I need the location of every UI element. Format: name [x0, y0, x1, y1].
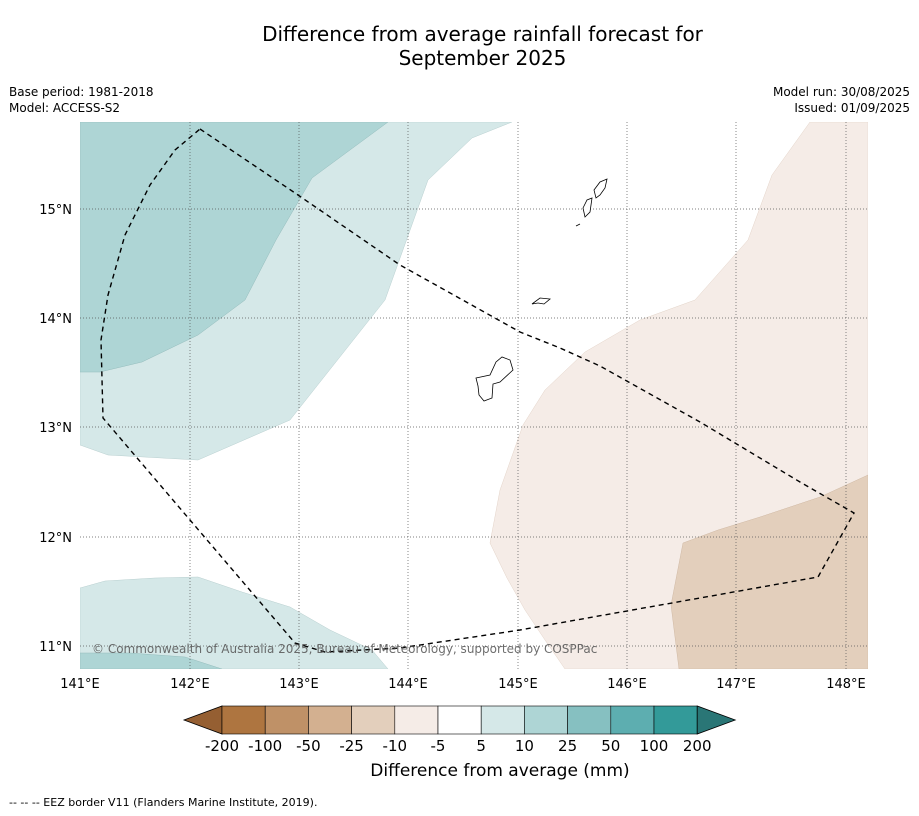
colorbar-tick-label: 5 [476, 737, 486, 755]
axis-labels: 141°E 142°E 143°E 144°E 145°E 146°E 147°… [39, 203, 866, 692]
lat-label: 14°N [39, 312, 72, 327]
islands [475, 178, 608, 402]
colorbar-cell [308, 705, 352, 735]
colorbar-cell [394, 705, 439, 735]
colorbar-extend-high [696, 705, 737, 735]
colorbar-tick-label: -200 [205, 737, 239, 755]
title-line-2: September 2025 [398, 46, 567, 70]
lat-label: 11°N [39, 640, 72, 655]
lon-label: 144°E [388, 677, 428, 692]
rain-region-10-25-north [80, 122, 389, 373]
metadata-right: Model run: 30/08/2025 Issued: 01/09/2025 [773, 84, 910, 116]
lon-label: 145°E [498, 677, 538, 692]
colorbar-cell [437, 705, 482, 735]
gridlines [80, 122, 868, 669]
colorbar-tick-label: -5 [431, 737, 446, 755]
colorbar-cell [480, 705, 525, 735]
colorbar-tick-label: 200 [683, 737, 712, 755]
rain-region-10-25-south [80, 652, 223, 669]
title-line-1: Difference from average rainfall forecas… [262, 22, 703, 46]
colorbar-cell [567, 705, 612, 735]
eez-border [100, 128, 855, 653]
lat-label: 12°N [39, 531, 72, 546]
colorbar: -200 -100 -50 -25 -10 -5 5 10 25 50 100 200 [182, 705, 737, 755]
colorbar-tick-label: -100 [248, 737, 282, 755]
island-tinian [582, 197, 593, 218]
colorbar-cell [610, 705, 655, 735]
colorbar-tick-label: 100 [640, 737, 669, 755]
lon-label: 141°E [60, 677, 100, 692]
colorbar-cell [351, 705, 396, 735]
colorbar-cell [653, 705, 698, 735]
colorbar-cell [264, 705, 309, 735]
map-plot-area: © Commonwealth of Australia 2025, Bureau… [80, 122, 868, 669]
model-run-text: Model run: 30/08/2025 [772, 85, 910, 99]
colorbar-tick-label: -10 [383, 737, 408, 755]
rain-region-minus10-minus25 [670, 474, 868, 669]
colorbar-tick-label: -50 [296, 737, 321, 755]
lon-label: 143°E [279, 677, 319, 692]
island-aguijan [575, 223, 581, 227]
base-period-text: Base period: 1981-2018 [9, 85, 154, 99]
island-saipan [593, 178, 608, 199]
map-title: Difference from average rainfall forecas… [0, 22, 919, 70]
colorbar-cell [221, 705, 266, 735]
colorbar-tick-label: -25 [339, 737, 364, 755]
colorbar-extend-low [182, 705, 223, 735]
metadata-left: Base period: 1981-2018 Model: ACCESS-S2 [9, 84, 154, 116]
lat-label: 13°N [39, 421, 72, 436]
eez-footnote: -- -- -- EEZ border V11 (Flanders Marine… [9, 796, 318, 809]
issued-text: Issued: 01/09/2025 [794, 101, 910, 115]
colorbar-title: Difference from average (mm) [370, 761, 630, 781]
colorbar-tick-label: 50 [601, 737, 620, 755]
colorbar-tick-label: 10 [515, 737, 534, 755]
lon-label: 146°E [607, 677, 647, 692]
lon-label: 147°E [716, 677, 756, 692]
lon-label: 148°E [826, 677, 866, 692]
map-attribution: © Commonwealth of Australia 2025, Bureau… [92, 642, 597, 656]
island-guam [475, 356, 514, 402]
colorbar-tick-label: 25 [558, 737, 577, 755]
colorbar-cell [524, 705, 568, 735]
model-text: Model: ACCESS-S2 [9, 101, 121, 115]
lat-label: 15°N [39, 203, 72, 218]
lon-label: 142°E [170, 677, 210, 692]
island-rota [531, 297, 551, 305]
